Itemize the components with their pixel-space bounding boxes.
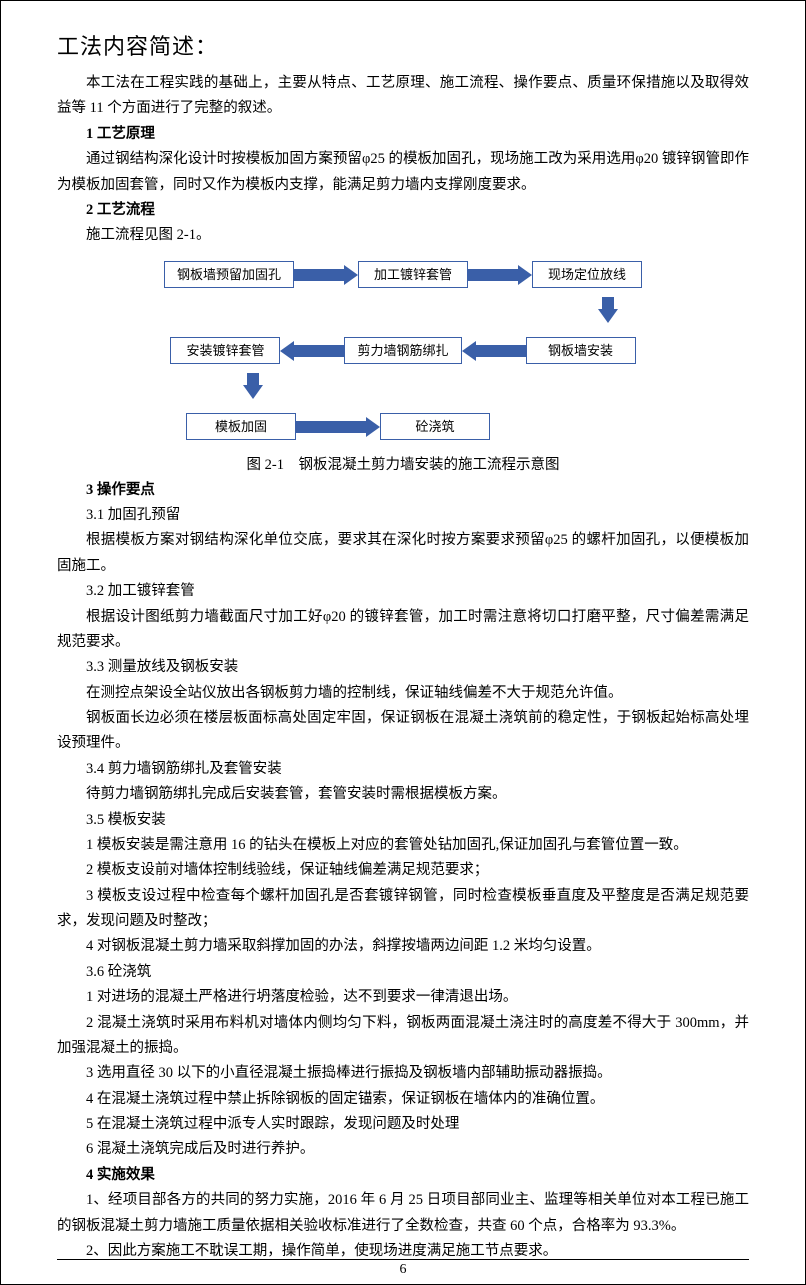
- section-3-4-head: 3.4 剪力墙钢筋绑扎及套管安装: [57, 757, 749, 782]
- flow-box-3: 现场定位放线: [532, 261, 642, 289]
- section-3-1-text: 根据模板方案对钢结构深化单位交底，要求其在深化时按方案要求预留φ25 的螺杆加固…: [57, 528, 749, 579]
- section-3-6-head: 3.6 砼浇筑: [57, 960, 749, 985]
- flow-box-1: 钢板墙预留加固孔: [164, 261, 294, 289]
- section-3-6-text-6: 6 混凝土浇筑完成后及时进行养护。: [57, 1137, 749, 1162]
- section-3-6-text-1: 1 对进场的混凝土严格进行坍落度检验，达不到要求一律清退出场。: [57, 985, 749, 1010]
- section-3-2-head: 3.2 加工镀锌套管: [57, 579, 749, 604]
- section-3-4-text: 待剪力墙钢筋绑扎完成后安装套管，套管安装时需根据模板方案。: [57, 782, 749, 807]
- flow-row-1: 钢板墙预留加固孔 加工镀锌套管 现场定位放线: [138, 255, 668, 295]
- section-3-3-head: 3.3 测量放线及钢板安装: [57, 655, 749, 680]
- section-3-6-text-4: 4 在混凝土浇筑过程中禁止拆除钢板的固定锚索，保证钢板在墙体内的准确位置。: [57, 1087, 749, 1112]
- arrow-right-icon: [468, 265, 532, 285]
- section-4-head: 4 实施效果: [57, 1163, 749, 1188]
- section-4-text-2: 2、因此方案施工不耽误工期，操作简单，使现场进度满足施工节点要求。: [57, 1239, 749, 1264]
- section-3-head: 3 操作要点: [57, 478, 749, 503]
- arrow-down-icon: [598, 297, 618, 323]
- flow-caption: 图 2-1 钢板混凝土剪力墙安装的施工流程示意图: [57, 453, 749, 474]
- page-title: 工法内容简述：: [57, 29, 749, 61]
- section-1-head: 1 工艺原理: [57, 122, 749, 147]
- section-3-6-text-5: 5 在混凝土浇筑过程中派专人实时跟踪，发现问题及时处理: [57, 1112, 749, 1137]
- flow-box-4: 安装镀锌套管: [170, 337, 280, 365]
- page: 工法内容简述： 本工法在工程实践的基础上，主要从特点、工艺原理、施工流程、操作要…: [0, 0, 806, 1285]
- section-3-1-head: 3.1 加固孔预留: [57, 503, 749, 528]
- section-3-2-text: 根据设计图纸剪力墙截面尺寸加工好φ20 的镀锌套管，加工时需注意将切口打磨平整，…: [57, 605, 749, 656]
- page-number: 6: [400, 1262, 407, 1278]
- section-3-5-head: 3.5 模板安装: [57, 808, 749, 833]
- section-3-5-text-4: 4 对钢板混凝土剪力墙采取斜撑加固的办法，斜撑按墙两边间距 1.2 米均匀设置。: [57, 934, 749, 959]
- flow-box-8: 砼浇筑: [380, 413, 490, 441]
- section-3-5-text-2: 2 模板支设前对墙体控制线验线，保证轴线偏差满足规范要求；: [57, 858, 749, 883]
- intro-paragraph: 本工法在工程实践的基础上，主要从特点、工艺原理、施工流程、操作要点、质量环保措施…: [57, 71, 749, 122]
- section-3-5-text-1: 1 模板安装是需注意用 16 的钻头在模板上对应的套管处钻加固孔,保证加固孔与套…: [57, 833, 749, 858]
- section-2-text: 施工流程见图 2-1。: [57, 223, 749, 248]
- section-3-3-text-1: 在测控点架设全站仪放出各钢板剪力墙的控制线，保证轴线偏差不大于规范允许值。: [57, 681, 749, 706]
- arrow-left-icon: [462, 341, 526, 361]
- arrow-right-icon: [296, 417, 380, 437]
- flow-box-7: 模板加固: [186, 413, 296, 441]
- arrow-left-icon: [280, 341, 344, 361]
- section-3-6-text-2: 2 混凝土浇筑时采用布料机对墙体内侧均匀下料，钢板两面混凝土浇注时的高度差不得大…: [57, 1011, 749, 1062]
- flow-row-3: 模板加固 砼浇筑: [138, 407, 668, 447]
- arrow-down-icon: [243, 373, 263, 399]
- section-1-text: 通过钢结构深化设计时按模板加固方案预留φ25 的模板加固孔，现场施工改为采用选用…: [57, 147, 749, 198]
- section-3-3-text-2: 钢板面长边必须在楼层板面标高处固定牢固，保证钢板在混凝土浇筑前的稳定性，于钢板起…: [57, 706, 749, 757]
- section-3-6-text-3: 3 选用直径 30 以下的小直径混凝土振捣棒进行振捣及钢板墙内部辅助振动器振捣。: [57, 1061, 749, 1086]
- flowchart: 钢板墙预留加固孔 加工镀锌套管 现场定位放线 安装镀锌套管 剪力墙钢筋绑扎: [138, 255, 668, 447]
- flow-box-5: 剪力墙钢筋绑扎: [344, 337, 461, 365]
- section-3-5-text-3: 3 模板支设过程中检查每个螺杆加固孔是否套镀锌钢管，同时检查模板垂直度及平整度是…: [57, 884, 749, 935]
- flow-box-6: 钢板墙安装: [526, 337, 636, 365]
- section-2-head: 2 工艺流程: [57, 198, 749, 223]
- footer-rule: [57, 1259, 749, 1260]
- section-4-text-1: 1、经项目部各方的共同的努力实施，2016 年 6 月 25 日项目部同业主、监…: [57, 1188, 749, 1239]
- flow-box-2: 加工镀锌套管: [358, 261, 468, 289]
- flow-row-2: 安装镀锌套管 剪力墙钢筋绑扎 钢板墙安装: [138, 331, 668, 371]
- arrow-right-icon: [294, 265, 358, 285]
